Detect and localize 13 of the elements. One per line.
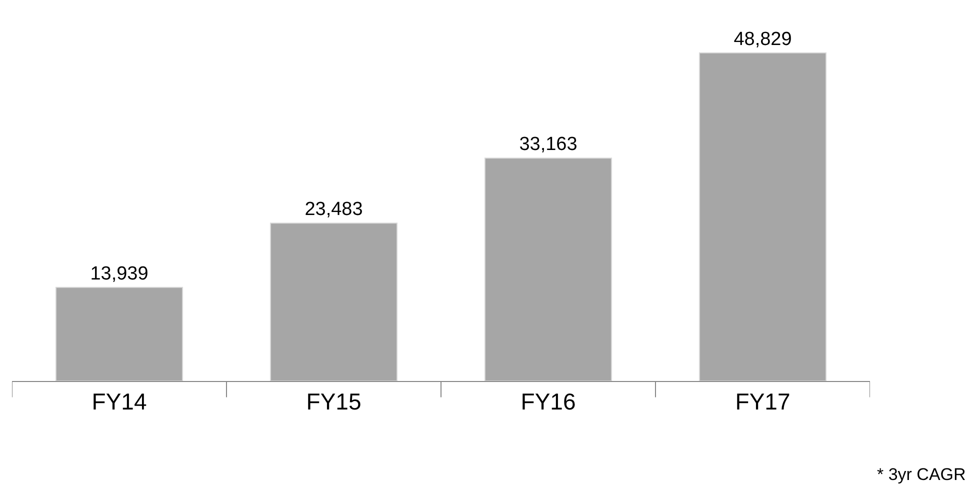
data-label: 48,829 (734, 28, 792, 50)
bar (55, 286, 184, 381)
data-label: 23,483 (304, 199, 363, 220)
x-tick-label: FY17 (735, 388, 790, 415)
text: * 3yr CAGR (877, 465, 966, 484)
data-label: 33,163 (519, 134, 578, 156)
bar (698, 52, 827, 381)
x-tick-label: FY16 (520, 388, 576, 415)
bar (484, 158, 612, 381)
x-tick-label: FY14 (92, 388, 147, 415)
bar (270, 222, 398, 381)
data-label: 13,939 (90, 263, 148, 284)
x-tick-label: FY15 (306, 388, 362, 415)
